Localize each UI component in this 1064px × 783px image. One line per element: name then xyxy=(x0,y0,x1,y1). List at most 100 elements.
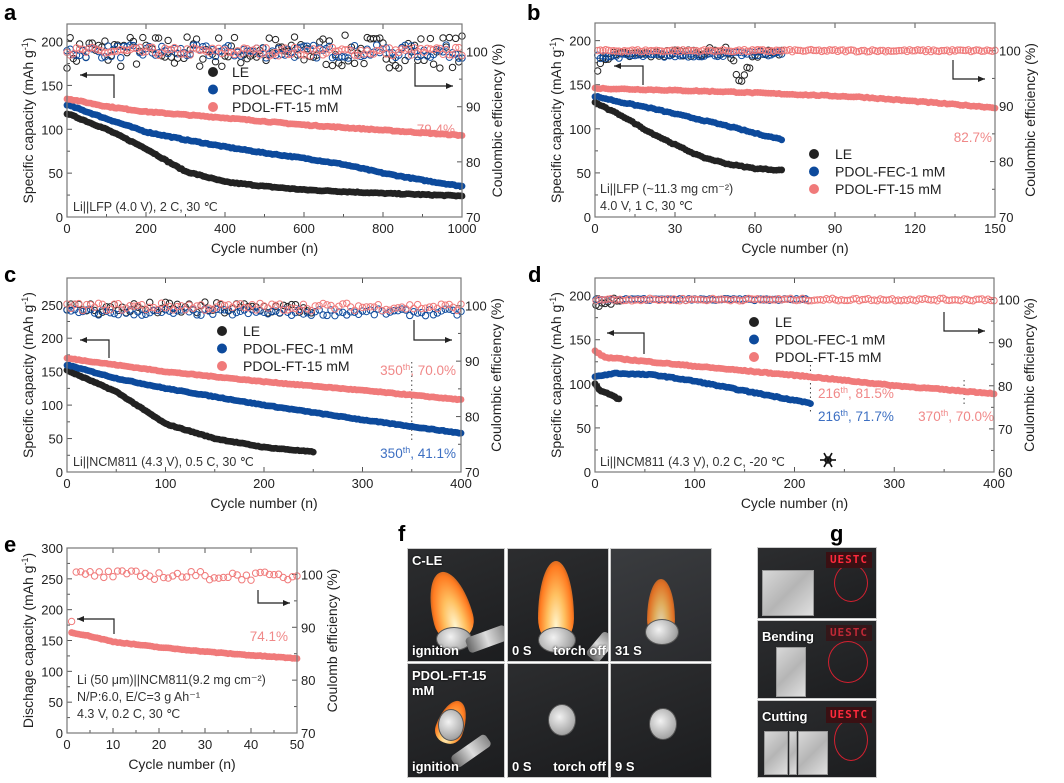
y-left-tick-label: 100 xyxy=(41,398,63,413)
ce-point-pdol-ft-15-mm xyxy=(228,569,237,578)
y-left-tick-label: 100 xyxy=(569,377,591,392)
x-tick-label: 400 xyxy=(450,476,472,491)
ce-point-pdol-ft-15-mm xyxy=(665,47,674,55)
ce-point-pdol-ft-15-mm xyxy=(284,50,292,59)
ce-point-pdol-ft-15-mm xyxy=(265,570,274,579)
wire xyxy=(834,719,868,761)
left-axis-arrow-head xyxy=(77,616,84,622)
label-cutting: Cutting xyxy=(762,709,808,724)
ce-point-le xyxy=(196,62,204,70)
ce-point-pdol-ft-15-mm xyxy=(142,305,150,314)
ce-point-pdol-fec-1-mm xyxy=(319,311,327,319)
photo-pouch-bending: UESTC Bending xyxy=(757,620,877,699)
left-axis-arrow xyxy=(77,618,115,634)
label-bending: Bending xyxy=(762,629,814,644)
ce-point-pdol-fec-1-mm xyxy=(410,307,418,316)
ce-point-pdol-ft-15-mm xyxy=(681,47,690,55)
coin-cell xyxy=(645,619,679,645)
ce-point-pdol-ft-15-mm xyxy=(780,46,789,54)
ce-point-pdol-ft-15-mm xyxy=(134,301,142,310)
ce-point-pdol-ft-15-mm xyxy=(366,50,375,58)
ce-point-pdol-fec-1-mm xyxy=(315,306,323,314)
ce-point-pdol-ft-15-mm xyxy=(287,304,296,312)
ce-point-pdol-ft-15-mm xyxy=(370,303,379,311)
ce-point-pdol-ft-15-mm xyxy=(224,48,232,56)
ce-point-pdol-ft-15-mm xyxy=(110,300,118,308)
frame-label: 9 S xyxy=(615,759,635,774)
ce-point-pdol-ft-15-mm xyxy=(155,569,163,577)
x-tick-label: 40 xyxy=(244,737,258,752)
ce-point-pdol-ft-15-mm xyxy=(311,302,319,310)
x-tick-label: 0 xyxy=(63,737,70,752)
y-left-tick-label: 150 xyxy=(569,333,591,348)
frame-label: torch off xyxy=(553,643,606,658)
left-axis-arrow-head xyxy=(80,72,87,78)
y-right-axis-label: Coulombic efficiency (%) xyxy=(1021,298,1037,452)
y-right-tick-label: 100 xyxy=(301,567,323,582)
x-tick-label: 30 xyxy=(668,221,682,236)
right-axis-arrow-head xyxy=(978,328,985,334)
ce-point-pdol-ft-15-mm xyxy=(378,306,386,315)
ce-point-pdol-fec-1-mm xyxy=(248,305,256,314)
ce-point-pdol-ft-15-mm xyxy=(237,50,245,58)
ce-point-pdol-fec-1-mm xyxy=(228,311,237,319)
x-axis-label: Cycle number (n) xyxy=(741,240,848,256)
label-text: Specific capacity (mAh g xyxy=(548,50,564,203)
ce-point-pdol-ft-15-mm xyxy=(205,575,214,584)
ce-point-pdol-fec-1-mm xyxy=(341,53,349,61)
label-superscript: -1 xyxy=(20,297,30,305)
ce-point-le xyxy=(154,34,163,42)
ce-point-pdol-ft-15-mm xyxy=(146,303,154,312)
y-left-tick-label: 200 xyxy=(569,34,591,49)
legend-label: PDOL-FT-15 mM xyxy=(775,349,882,365)
right-axis-arrow-head xyxy=(283,600,290,606)
ordinal-superscript: th xyxy=(403,362,411,372)
x-tick-label: 100 xyxy=(684,476,706,491)
condition-text: Li (50 μm)||NCM811(9.2 mg cm⁻²) xyxy=(77,673,266,687)
capacity-point-le xyxy=(778,166,786,174)
legend-label: LE xyxy=(243,323,260,339)
ce-point-pdol-fec-1-mm xyxy=(110,309,118,318)
ce-point-pdol-ft-15-mm xyxy=(953,46,962,54)
coin-cell xyxy=(538,627,576,653)
ce-point-le xyxy=(138,305,146,313)
legend-label: PDOL-FT-15 mM xyxy=(835,181,942,197)
frame-label: 0 S xyxy=(512,759,532,774)
y-right-tick-label: 70 xyxy=(999,210,1013,225)
ce-point-pdol-ft-15-mm xyxy=(307,307,315,315)
snowflake-icon xyxy=(820,452,836,468)
ce-point-pdol-ft-15-mm xyxy=(437,300,445,308)
ce-point-pdol-ft-15-mm xyxy=(647,46,655,55)
ce-point-pdol-fec-1-mm xyxy=(344,54,352,62)
ce-point-pdol-ft-15-mm xyxy=(407,51,416,59)
ce-point-pdol-ft-15-mm xyxy=(323,301,331,309)
ce-point-pdol-ft-15-mm xyxy=(270,571,278,579)
ce-point-pdol-ft-15-mm xyxy=(609,47,618,55)
capacity-point-le xyxy=(615,395,623,403)
ce-point-le xyxy=(151,34,160,42)
x-tick-label: 120 xyxy=(904,221,926,236)
ce-point-pdol-fec-1-mm xyxy=(398,305,406,313)
plot-frame xyxy=(66,277,462,473)
retention-annotation: 370th, 70.0% xyxy=(918,408,994,424)
ce-point-pdol-ft-15-mm xyxy=(956,46,965,54)
legend-label: PDOL-FEC-1 mM xyxy=(232,82,342,98)
ordinal-superscript: th xyxy=(941,408,949,418)
ce-point-pdol-ft-15-mm xyxy=(331,47,340,55)
ce-point-pdol-ft-15-mm xyxy=(620,47,629,55)
chart-panel-c: c 0 100 200 300 400 0 50 100 150 200 250 70 80 90 100 Cy… xyxy=(4,262,504,511)
x-tick-label: 10 xyxy=(106,737,120,752)
y-left-tick-label: 200 xyxy=(41,331,63,346)
label-superscript: -1 xyxy=(548,42,558,50)
ce-point-le xyxy=(732,70,741,79)
ce-point-pdol-ft-15-mm xyxy=(406,301,414,309)
ce-point-pdol-ft-15-mm xyxy=(764,47,773,55)
row-label-pdol-ft: PDOL-FT-15 mM xyxy=(412,668,487,698)
legend-marker xyxy=(217,343,227,354)
x-tick-label: 400 xyxy=(214,221,236,236)
ce-point-pdol-fec-1-mm xyxy=(323,311,331,320)
ce-point-pdol-ft-15-mm xyxy=(110,47,119,56)
ce-point-pdol-ft-15-mm xyxy=(94,46,103,54)
ce-point-pdol-fec-1-mm xyxy=(67,307,75,315)
x-tick-label: 300 xyxy=(883,476,905,491)
